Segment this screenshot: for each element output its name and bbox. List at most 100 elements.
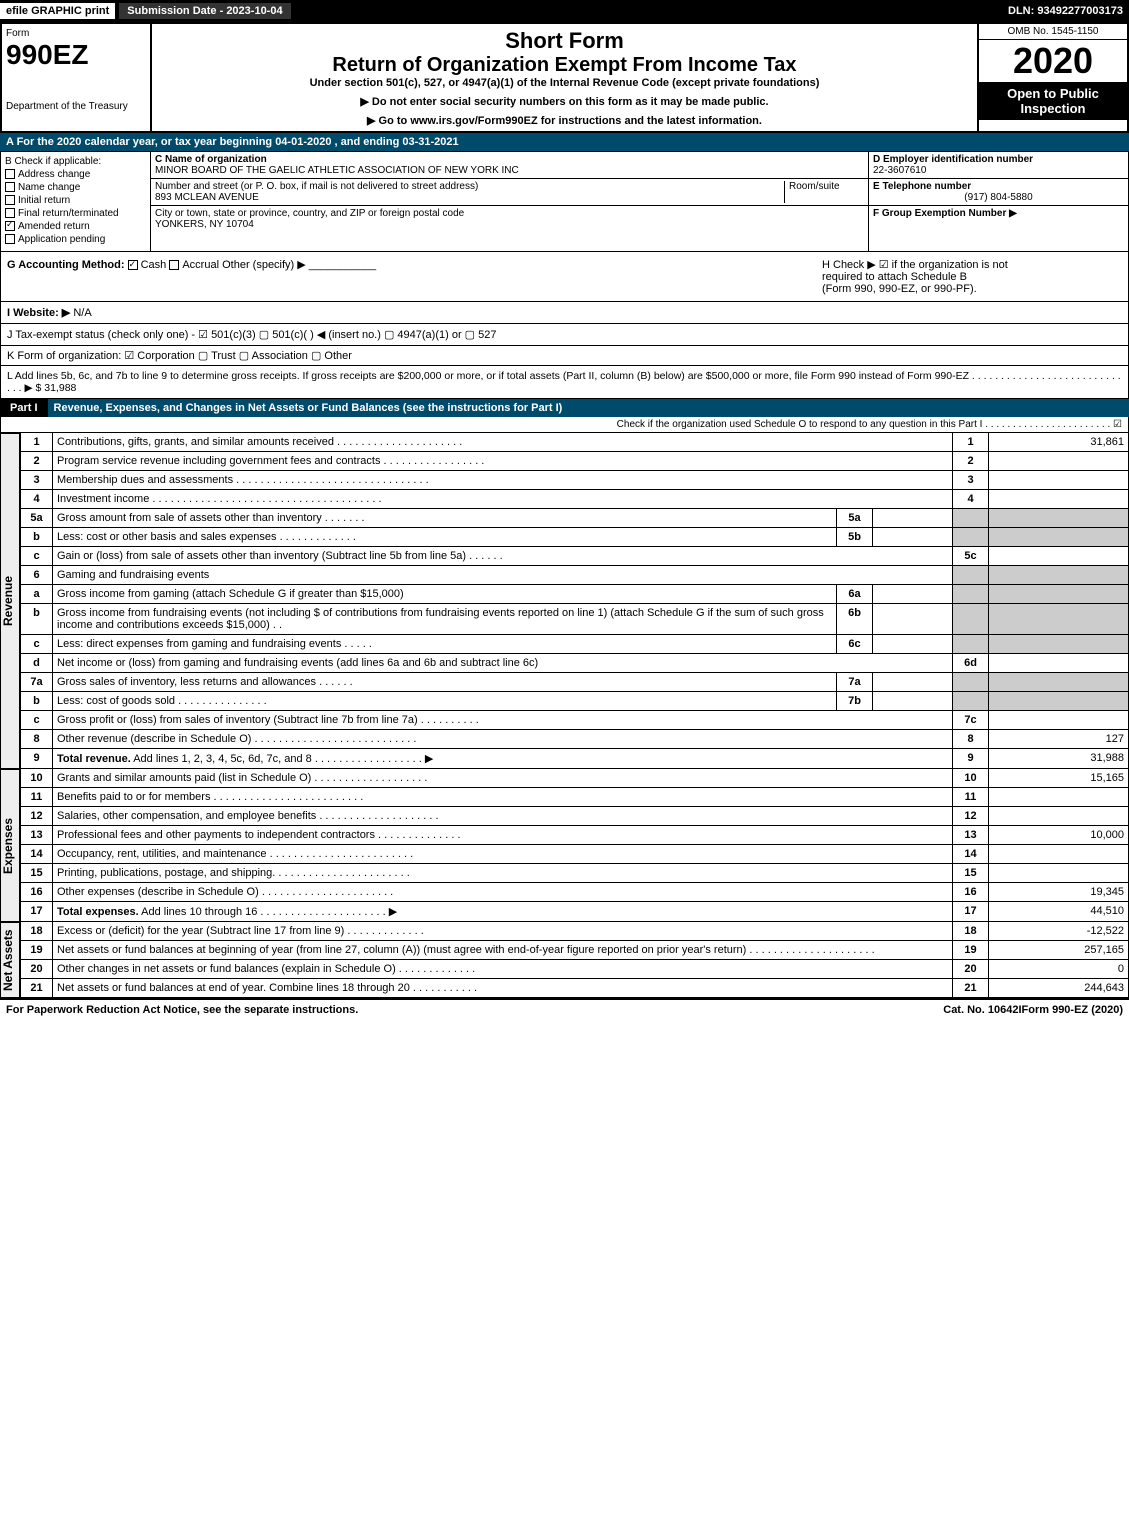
line-ref: 12 (953, 807, 989, 826)
h-line3: (Form 990, 990-EZ, or 990-PF). (822, 283, 977, 295)
header-right: OMB No. 1545-1150 2020 Open to Public In… (977, 24, 1127, 131)
table-row: 7aGross sales of inventory, less returns… (21, 673, 1129, 692)
sub-line-value (873, 673, 953, 692)
line-number: a (21, 585, 53, 604)
line-desc: Total expenses. Add lines 10 through 16 … (53, 902, 953, 922)
line-ref: 5c (953, 547, 989, 566)
amount: 31,861 (989, 433, 1129, 452)
line-number: 8 (21, 730, 53, 749)
amount: 244,643 (989, 979, 1129, 998)
line-desc: Gross amount from sale of assets other t… (53, 509, 837, 528)
part1-note: Check if the organization used Schedule … (0, 417, 1129, 433)
part1-label: Part I (0, 399, 48, 417)
line-number: c (21, 711, 53, 730)
line-ref: 9 (953, 749, 989, 769)
form-title: Return of Organization Exempt From Incom… (156, 54, 973, 77)
amount (989, 471, 1129, 490)
amount (989, 490, 1129, 509)
ck-final[interactable]: Final return/terminated (5, 208, 146, 219)
line-desc: Occupancy, rent, utilities, and maintena… (53, 845, 953, 864)
ck-amended[interactable]: Amended return (5, 221, 146, 232)
sub-line-number: 6b (837, 604, 873, 635)
g-accounting: G Accounting Method: Cash Accrual Other … (7, 258, 822, 295)
revenue-side-label: Revenue (0, 433, 20, 769)
ck-cash[interactable] (128, 260, 138, 270)
line-desc: Grants and similar amounts paid (list in… (53, 769, 953, 788)
amount: 15,165 (989, 769, 1129, 788)
j-status-row: J Tax-exempt status (check only one) - ☑… (0, 324, 1129, 346)
footer-left: For Paperwork Reduction Act Notice, see … (6, 1004, 943, 1016)
amount: 44,510 (989, 902, 1129, 922)
line-number: 11 (21, 788, 53, 807)
ck-initial[interactable]: Initial return (5, 195, 146, 206)
line-desc: Gross sales of inventory, less returns a… (53, 673, 837, 692)
line-ref-shade (953, 635, 989, 654)
line-desc: Gain or (loss) from sale of assets other… (53, 547, 953, 566)
line-number: 13 (21, 826, 53, 845)
phone-value: (917) 804-5880 (873, 192, 1124, 203)
line-number: 6 (21, 566, 53, 585)
table-row: 8Other revenue (describe in Schedule O) … (21, 730, 1129, 749)
part1-bar: Part I Revenue, Expenses, and Changes in… (0, 399, 1129, 417)
b-left: B Check if applicable: Address change Na… (1, 152, 151, 251)
room-suite: Room/suite (784, 181, 864, 203)
table-row: 18Excess or (deficit) for the year (Subt… (21, 922, 1129, 941)
footer-mid: Cat. No. 10642I (943, 1004, 1021, 1016)
ck-name[interactable]: Name change (5, 182, 146, 193)
amount (989, 547, 1129, 566)
h-line1: H Check ▶ ☑ if the organization is not (822, 259, 1008, 271)
line-desc: Less: cost or other basis and sales expe… (53, 528, 837, 547)
sub-line-number: 6c (837, 635, 873, 654)
footer: For Paperwork Reduction Act Notice, see … (0, 998, 1129, 1020)
table-row: 16Other expenses (describe in Schedule O… (21, 883, 1129, 902)
dln: DLN: 93492277003173 (1008, 5, 1129, 17)
line-number: 20 (21, 960, 53, 979)
form-number: 990EZ (6, 39, 146, 71)
table-row: 5aGross amount from sale of assets other… (21, 509, 1129, 528)
table-row: 1Contributions, gifts, grants, and simil… (21, 433, 1129, 452)
line-number: 5a (21, 509, 53, 528)
line-ref: 8 (953, 730, 989, 749)
addr-row: Number and street (or P. O. box, if mail… (151, 179, 868, 206)
line-desc: Benefits paid to or for members . . . . … (53, 788, 953, 807)
line-desc: Membership dues and assessments . . . . … (53, 471, 953, 490)
footer-right: Form 990-EZ (2020) (1022, 1004, 1123, 1016)
line-a: A For the 2020 calendar year, or tax yea… (0, 133, 1129, 151)
c-name-row: C Name of organization MINOR BOARD OF TH… (151, 152, 868, 179)
line-ref: 21 (953, 979, 989, 998)
d-ein: D Employer identification number 22-3607… (869, 152, 1128, 179)
line-number: 12 (21, 807, 53, 826)
ck-pending[interactable]: Application pending (5, 234, 146, 245)
form-subtitle: Under section 501(c), 527, or 4947(a)(1)… (156, 77, 973, 89)
sub-line-value (873, 692, 953, 711)
efile-button[interactable]: efile GRAPHIC print (0, 3, 115, 19)
line-number: 14 (21, 845, 53, 864)
sub-line-value (873, 528, 953, 547)
amount-shade (989, 635, 1129, 654)
d-label: D Employer identification number (873, 154, 1033, 165)
table-row: 12Salaries, other compensation, and empl… (21, 807, 1129, 826)
table-row: 13Professional fees and other payments t… (21, 826, 1129, 845)
netassets-group: Net Assets 18Excess or (deficit) for the… (0, 922, 1129, 998)
form-header: Form 990EZ Department of the Treasury Sh… (0, 22, 1129, 133)
line-ref-shade (953, 566, 989, 585)
line-ref: 10 (953, 769, 989, 788)
sub-line-number: 6a (837, 585, 873, 604)
line-ref-shade (953, 528, 989, 547)
ck-address[interactable]: Address change (5, 169, 146, 180)
line-number: 18 (21, 922, 53, 941)
street-address: 893 MCLEAN AVENUE (155, 192, 259, 203)
table-row: dNet income or (loss) from gaming and fu… (21, 654, 1129, 673)
line-ref-shade (953, 604, 989, 635)
ck-accrual[interactable] (169, 260, 179, 270)
amount (989, 452, 1129, 471)
line-ref-shade (953, 692, 989, 711)
form-label: Form (6, 28, 146, 39)
amount-shade (989, 692, 1129, 711)
table-row: 4Investment income . . . . . . . . . . .… (21, 490, 1129, 509)
city-row: City or town, state or province, country… (151, 206, 868, 232)
org-name: MINOR BOARD OF THE GAELIC ATHLETIC ASSOC… (155, 165, 519, 176)
expenses-group: Expenses 10Grants and similar amounts pa… (0, 769, 1129, 922)
amount-shade (989, 585, 1129, 604)
table-row: bLess: cost or other basis and sales exp… (21, 528, 1129, 547)
